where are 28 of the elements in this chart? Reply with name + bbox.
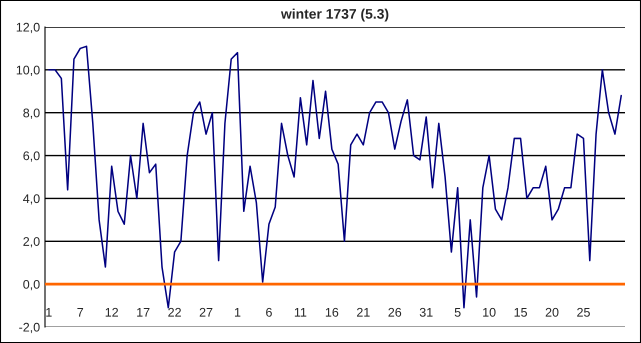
x-tick-label: 27 (200, 308, 212, 317)
line-series (48, 46, 622, 308)
x-tick-label: 20 (546, 308, 558, 317)
y-tick-label: 6,0 (23, 151, 40, 162)
y-tick-label: 8,0 (23, 108, 40, 119)
x-tick-label: 1 (46, 308, 52, 317)
x-tick-label: 7 (77, 308, 84, 317)
y-tick-label: 10,0 (16, 66, 40, 76)
y-tick-label: 4,0 (23, 194, 40, 205)
chart-title: winter 1737 (5.3) (280, 8, 388, 22)
y-tick-label: -2,0 (19, 322, 40, 334)
x-tick-label: 1 (234, 308, 240, 317)
x-tick-label: 21 (356, 308, 370, 317)
x-tick-label: 15 (514, 308, 528, 317)
x-tick-label: 16 (326, 308, 338, 317)
y-tick-label: 2,0 (23, 237, 40, 248)
x-tick-label: 17 (137, 308, 150, 317)
y-tick-label: 0,0 (23, 280, 40, 290)
y-tick-label: 12,0 (16, 22, 40, 34)
x-tick-label: 5 (454, 308, 461, 317)
x-tick-label: 11 (294, 308, 306, 317)
x-tick-label: 12 (106, 308, 118, 317)
x-tick-label: 26 (388, 308, 402, 317)
x-tick-label: 6 (266, 308, 272, 317)
x-tick-label: 10 (483, 308, 496, 317)
x-tick-label: 31 (420, 308, 433, 317)
x-tick-label: 22 (168, 308, 181, 317)
x-tick-label: 25 (577, 308, 590, 317)
